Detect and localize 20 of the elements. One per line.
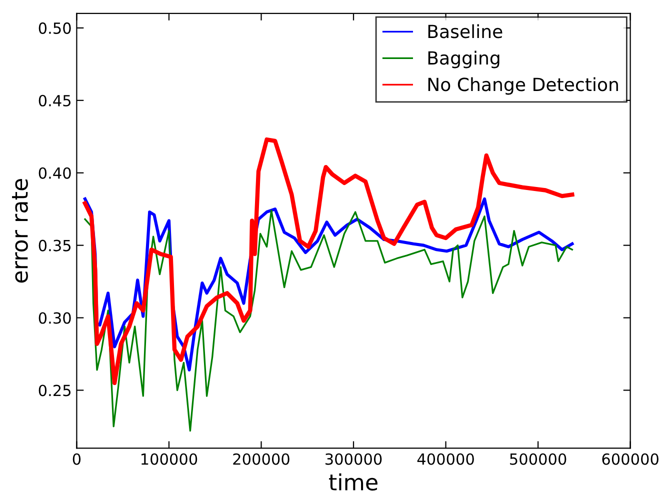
y-tick-label: 0.35 [38, 240, 71, 252]
x-tick-label: 200000 [233, 453, 290, 465]
legend-label: No Change Detection [428, 77, 618, 95]
legend-label: Baseline [428, 24, 502, 38]
x-tick-label: 600000 [602, 453, 658, 465]
line-series [84, 210, 574, 432]
x-tick-label: 400000 [417, 453, 474, 465]
legend-label: Bagging [428, 50, 500, 68]
line-series [82, 137, 574, 386]
y-tick-label: 0.40 [38, 167, 71, 179]
y-tick-label: 0.45 [38, 94, 71, 106]
y-axis-title: error rate [12, 179, 28, 283]
y-tick-label: 0.25 [38, 384, 71, 396]
x-axis-title: time [329, 473, 378, 491]
y-tick-label: 0.30 [38, 312, 71, 324]
x-tick-label: 0 [72, 453, 81, 465]
y-tick-label: 0.50 [38, 22, 71, 34]
x-tick-label: 300000 [326, 453, 382, 465]
x-tick-label: 100000 [141, 453, 198, 465]
x-tick-label: 500000 [510, 453, 566, 465]
